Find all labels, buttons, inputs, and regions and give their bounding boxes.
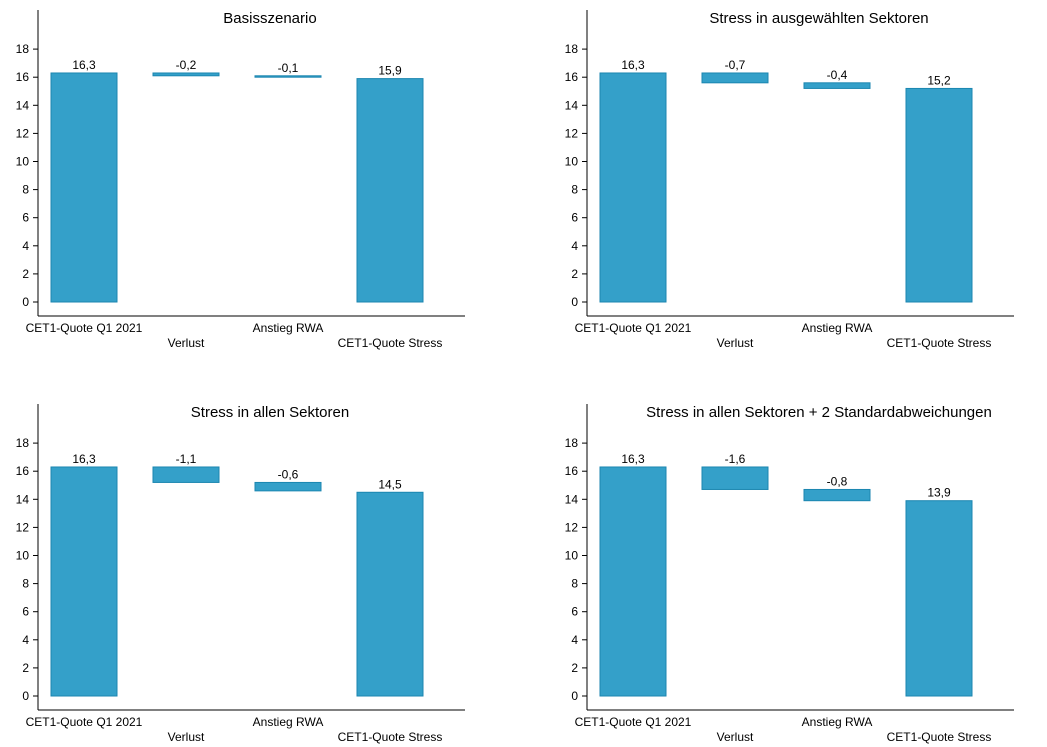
y-tick-label: 6 [22,605,29,619]
x-category-label: CET1-Quote Stress [887,730,992,744]
y-tick-label: 12 [16,126,30,140]
x-category-label: Verlust [168,336,205,350]
bar-verlust [152,72,220,77]
y-tick-label: 18 [16,42,30,56]
chart-title: Basisszenario [223,10,316,27]
y-tick-label: 8 [22,183,29,197]
data-label: 15,2 [927,73,951,87]
data-label: -0,4 [827,68,848,82]
bar-cet1-quote-stress [356,78,424,303]
bar-cet1-quote-q1-2021 [599,72,667,303]
bar-cet1-quote-stress [356,491,424,697]
y-tick-label: 0 [571,689,578,703]
data-label: -0,2 [176,58,197,72]
y-tick-label: 16 [16,70,30,84]
x-category-label: Anstieg RWA [802,321,873,335]
y-tick-label: 6 [22,211,29,225]
bar-anstieg-rwa [803,488,871,502]
y-tick-label: 2 [22,661,29,675]
y-tick-label: 12 [16,520,30,534]
chart-title: Stress in ausgewählten Sektoren [709,10,928,27]
y-tick-label: 14 [16,492,30,506]
x-category-label: Verlust [717,730,754,744]
y-tick-label: 14 [565,492,579,506]
x-category-label: CET1-Quote Q1 2021 [575,715,692,729]
y-tick-label: 10 [565,155,579,169]
y-tick-label: 0 [22,295,29,309]
data-label: 14,5 [378,477,402,491]
y-tick-label: 6 [571,605,578,619]
y-tick-label: 12 [565,126,579,140]
y-tick-label: 2 [22,267,29,281]
y-tick-label: 18 [16,436,30,450]
y-tick-label: 18 [565,42,579,56]
data-label: -1,6 [725,452,746,466]
bar-cet1-quote-stress [905,500,973,697]
bar-cet1-quote-q1-2021 [50,72,118,303]
x-category-label: CET1-Quote Stress [887,336,992,350]
data-label: -0,7 [725,58,746,72]
bar-verlust [152,466,220,483]
bar-cet1-quote-q1-2021 [50,466,118,697]
x-category-label: Anstieg RWA [253,715,324,729]
y-tick-label: 8 [571,183,578,197]
y-tick-label: 8 [571,577,578,591]
data-label: 13,9 [927,486,951,500]
x-category-label: CET1-Quote Q1 2021 [26,321,143,335]
y-tick-label: 10 [565,549,579,563]
x-category-label: Verlust [717,336,754,350]
data-label: 16,3 [621,452,645,466]
x-category-label: CET1-Quote Q1 2021 [575,321,692,335]
data-label: -0,6 [278,467,299,481]
y-tick-label: 4 [22,239,29,253]
y-tick-label: 14 [565,98,579,112]
y-tick-label: 4 [571,239,578,253]
data-label: 16,3 [72,452,96,466]
data-label: -0,8 [827,474,848,488]
x-category-label: Verlust [168,730,205,744]
bar-verlust [701,466,769,490]
y-tick-label: 2 [571,267,578,281]
bar-cet1-quote-stress [905,87,973,303]
y-tick-label: 6 [571,211,578,225]
bar-anstieg-rwa [254,75,322,78]
bar-anstieg-rwa [254,481,322,492]
y-tick-label: 8 [22,577,29,591]
data-label: 16,3 [621,58,645,72]
y-tick-label: 10 [16,549,30,563]
y-tick-label: 14 [16,98,30,112]
y-tick-label: 2 [571,661,578,675]
data-label: 15,9 [378,64,402,78]
x-category-label: Anstieg RWA [802,715,873,729]
y-tick-label: 12 [565,520,579,534]
chart-title: Stress in allen Sektoren [191,404,349,421]
bar-anstieg-rwa [803,82,871,89]
data-label: -0,1 [278,61,299,75]
x-category-label: CET1-Quote Stress [338,336,443,350]
data-label: 16,3 [72,58,96,72]
x-category-label: Anstieg RWA [253,321,324,335]
bar-cet1-quote-q1-2021 [599,466,667,697]
y-tick-label: 16 [565,70,579,84]
y-tick-label: 10 [16,155,30,169]
y-tick-label: 18 [565,436,579,450]
bar-verlust [701,72,769,84]
chart-title: Stress in allen Sektoren + 2 Standardabw… [646,404,992,421]
data-label: -1,1 [176,452,197,466]
x-category-label: CET1-Quote Stress [338,730,443,744]
y-tick-label: 0 [22,689,29,703]
y-tick-label: 16 [16,464,30,478]
y-tick-label: 4 [22,633,29,647]
y-tick-label: 0 [571,295,578,309]
y-tick-label: 16 [565,464,579,478]
y-tick-label: 4 [571,633,578,647]
x-category-label: CET1-Quote Q1 2021 [26,715,143,729]
